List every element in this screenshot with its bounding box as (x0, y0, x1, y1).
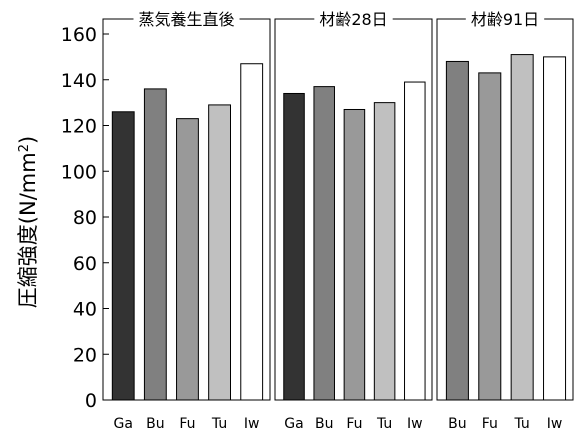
panel-title-background (314, 6, 393, 30)
panel-1: 蒸気養生直後 Ga Bu Fu Tu Iw (102, 6, 271, 432)
y-tick-label: 160 (61, 24, 97, 46)
y-axis: 0 20 40 60 80 100 120 140 160 (61, 24, 109, 412)
bar (510, 54, 534, 401)
x-category-label: Tu (514, 416, 530, 432)
bar (313, 86, 335, 401)
panel-2: 材齢28日 Ga Bu Fu Tu Iw (274, 6, 433, 432)
y-axis-label-main: 圧縮強度(N/mm (16, 152, 40, 308)
y-tick-label: 0 (85, 390, 97, 412)
panel-3: 材齢91日 Bu Fu Tu Iw (436, 6, 574, 432)
bar (176, 118, 199, 401)
panel-title-background (465, 6, 545, 30)
y-tick-label: 100 (61, 161, 97, 183)
bar (283, 92, 305, 401)
x-category-label: Fu (179, 416, 195, 432)
chart-panels: 蒸気養生直後 Ga Bu Fu Tu Iw 材齢28日 Ga Bu Fu Tu Iw 材齢91日 Bu Fu… (102, 6, 574, 432)
y-axis-label-superscript: 2 (17, 144, 32, 152)
x-category-label: Ga (114, 416, 133, 432)
bar (143, 88, 167, 401)
panel-title: 材齢91日 (471, 10, 539, 29)
x-category-label: Iw (407, 416, 423, 432)
y-tick-label: 120 (61, 116, 97, 138)
x-category-label: Bu (315, 416, 333, 432)
y-tick-label: 60 (73, 253, 97, 275)
x-category-label: Iw (547, 416, 563, 432)
bar (208, 104, 231, 401)
x-category-label: Bu (146, 416, 164, 432)
x-category-label: Fu (346, 416, 362, 432)
x-category-label: Ga (284, 416, 303, 432)
bar (543, 56, 567, 401)
x-category-label: Bu (448, 416, 466, 432)
bar (404, 81, 426, 401)
panel-title: 蒸気養生直後 (138, 10, 234, 29)
x-category-label: Tu (211, 416, 227, 432)
panel-title: 材齢28日 (319, 10, 387, 29)
y-tick-label: 140 (61, 70, 97, 92)
bar (111, 111, 135, 401)
y-tick-label: 20 (73, 344, 97, 366)
x-category-label: Tu (376, 416, 392, 432)
y-tick-label: 40 (73, 299, 97, 321)
y-tick-label: 80 (73, 207, 97, 229)
x-category-label: Iw (244, 416, 260, 432)
y-axis-label: 圧縮強度(N/mm2) (16, 136, 40, 308)
bar (373, 102, 396, 401)
bar (240, 63, 264, 401)
bar (445, 60, 469, 401)
panel-title-background (133, 6, 240, 30)
bar (478, 72, 502, 401)
x-category-label: Fu (482, 416, 498, 432)
bar (343, 108, 366, 401)
y-axis-label-close: ) (16, 136, 40, 144)
